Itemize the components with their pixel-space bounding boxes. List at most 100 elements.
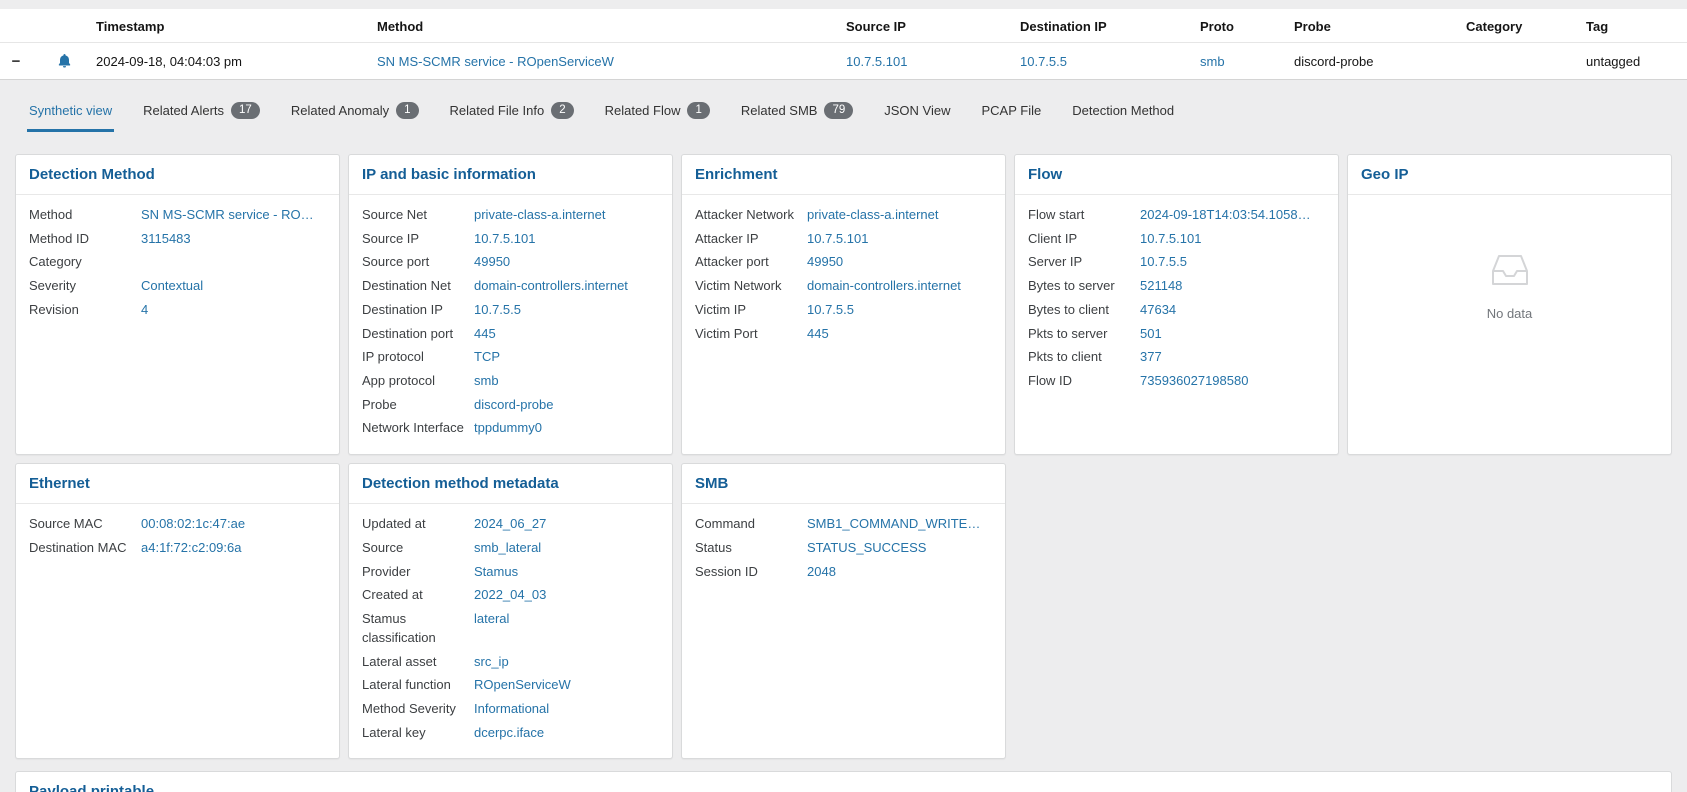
field-value[interactable]: SMB1_COMMAND_WRITE… [807, 516, 981, 532]
tab-pcap-file[interactable]: PCAP File [980, 92, 1044, 132]
card-body: Updated at 2024_06_27 Source smb_lateral Pro… [349, 504, 672, 758]
tab-synthetic-view[interactable]: Synthetic view [27, 92, 115, 132]
field-row: Bytes to client 47634 [1028, 301, 1325, 320]
col-header-method: Method [377, 19, 424, 34]
tab-related-anomaly[interactable]: Related Anomaly 1 [289, 92, 421, 132]
card-ip-basic-information: IP and basic information Source Net priva… [348, 154, 673, 456]
field-value[interactable]: smb [474, 373, 499, 389]
field-row: Probe discord-probe [362, 396, 659, 415]
field-value[interactable]: Informational [474, 700, 550, 716]
field-value[interactable]: private-class-a.internet [474, 207, 606, 222]
tab-label: Related Flow [604, 103, 681, 118]
field-row: Lateral function ROpenServiceW [362, 676, 659, 695]
field-value[interactable]: 4 [141, 301, 149, 317]
field-value[interactable]: 521148 [1140, 278, 1183, 294]
field-value[interactable]: 445 [474, 325, 496, 341]
event-probe: discord-probe [1294, 53, 1374, 69]
field-value[interactable]: 10.7.5.101 [1140, 230, 1202, 246]
field-value[interactable]: 49950 [807, 254, 844, 270]
field-row: Lateral asset src_ip [362, 653, 659, 672]
field-row: Method ID 3115483 [29, 230, 326, 249]
field-row: Created at 2022_04_03 [362, 586, 659, 605]
field-value[interactable]: 10.7.5.5 [474, 301, 521, 317]
field-value[interactable]: smb_lateral [474, 539, 542, 555]
field-value[interactable]: 3115483 [141, 230, 191, 246]
field-label: Network Interface [362, 420, 464, 436]
field-label: Method [29, 207, 73, 222]
card-body: Source MAC 00:08:02:1c:47:ae Destination M… [16, 504, 339, 573]
field-value[interactable]: src_ip [474, 653, 509, 669]
field-label: Revision [29, 301, 79, 317]
field-value[interactable]: 2024_06_27 [474, 516, 547, 532]
field-row: Victim IP 10.7.5.5 [695, 301, 992, 320]
field-value[interactable]: private-class-a.internet [807, 207, 939, 222]
field-value[interactable]: discord-probe [474, 396, 554, 412]
card-body: No data [1348, 195, 1671, 375]
tab-label: Related SMB [740, 103, 818, 118]
field-value[interactable]: 2048 [807, 563, 836, 579]
tab-related-smb[interactable]: Related SMB 79 [739, 92, 855, 132]
field-value[interactable]: dcerpc.iface [474, 724, 545, 740]
field-value[interactable]: 735936027198580 [1140, 373, 1249, 389]
tab-related-alerts[interactable]: Related Alerts 17 [141, 92, 262, 132]
field-value[interactable]: domain-controllers.internet [474, 278, 628, 294]
col-header-probe: Probe [1294, 19, 1331, 34]
field-value[interactable]: 10.7.5.5 [807, 301, 854, 317]
field-value[interactable]: TCP [474, 349, 500, 365]
field-value[interactable]: SN MS-SCMR service - RO… [141, 207, 314, 222]
event-table-header: Timestamp Method Source IP Destination I… [0, 9, 1687, 43]
event-category [1466, 51, 1586, 71]
field-row: Source Net private-class-a.internet [362, 206, 659, 225]
field-row: Flow start 2024-09-18T14:03:54.1058… [1028, 206, 1325, 225]
field-label: Category [29, 254, 82, 270]
field-value[interactable]: 47634 [1140, 301, 1177, 317]
field-value[interactable]: 377 [1140, 349, 1162, 365]
event-proto-link[interactable]: smb [1200, 53, 1225, 69]
col-header-timestamp: Timestamp [96, 19, 165, 34]
field-row: Method Severity Informational [362, 700, 659, 719]
field-value[interactable]: 10.7.5.101 [807, 230, 869, 246]
field-value[interactable]: 49950 [474, 254, 511, 270]
field-value[interactable]: STATUS_SUCCESS [807, 539, 927, 555]
event-source-ip-link[interactable]: 10.7.5.101 [846, 53, 908, 69]
field-row: IP protocol TCP [362, 348, 659, 367]
field-value[interactable]: domain-controllers.internet [807, 278, 961, 294]
tab-label: Detection Method [1072, 103, 1175, 118]
field-label: Updated at [362, 516, 426, 532]
field-value[interactable]: 10.7.5.101 [474, 230, 536, 246]
field-value[interactable]: Stamus [474, 563, 519, 579]
card-title: SMB [695, 475, 729, 493]
field-value[interactable]: 10.7.5.5 [1140, 254, 1187, 270]
field-value[interactable]: 2024-09-18T14:03:54.1058… [1140, 207, 1311, 222]
field-value[interactable]: 445 [807, 325, 829, 341]
field-value[interactable]: 2022_04_03 [474, 587, 547, 603]
field-label: Pkts to client [1028, 349, 1102, 365]
field-row: Attacker IP 10.7.5.101 [695, 230, 992, 249]
field-value[interactable]: lateral [474, 611, 510, 627]
event-destination-ip-link[interactable]: 10.7.5.5 [1020, 53, 1067, 69]
collapse-row-button[interactable]: − [11, 52, 21, 70]
event-method-link[interactable]: SN MS-SCMR service - ROpenServiceW [377, 53, 614, 69]
tab-json-view[interactable]: JSON View [882, 92, 952, 132]
field-value[interactable]: ROpenServiceW [474, 677, 571, 693]
tab-related-file-info[interactable]: Related File Info 2 [448, 92, 576, 132]
field-label: Destination Net [362, 278, 451, 294]
card-title: Geo IP [1361, 166, 1409, 183]
event-table: Timestamp Method Source IP Destination I… [0, 9, 1687, 80]
field-row: Pkts to server 501 [1028, 325, 1325, 344]
field-label: Attacker port [695, 254, 769, 270]
field-value[interactable]: a4:1f:72:c2:09:6a [141, 539, 242, 555]
field-row: Session ID 2048 [695, 563, 992, 582]
field-row: Attacker Network private-class-a.internet [695, 206, 992, 225]
tab-detection-method[interactable]: Detection Method [1070, 92, 1176, 132]
field-value[interactable]: tppdummy0 [474, 420, 542, 436]
field-label: Severity [29, 278, 76, 294]
field-label: Bytes to client [1028, 301, 1109, 317]
alert-bell-icon[interactable] [57, 53, 72, 69]
field-row: Source smb_lateral [362, 539, 659, 558]
field-value[interactable]: Contextual [141, 278, 204, 294]
field-value[interactable]: 00:08:02:1c:47:ae [141, 516, 246, 532]
field-value[interactable]: 501 [1140, 325, 1162, 341]
field-label: App protocol [362, 373, 435, 389]
tab-related-flow[interactable]: Related Flow 1 [603, 92, 712, 132]
